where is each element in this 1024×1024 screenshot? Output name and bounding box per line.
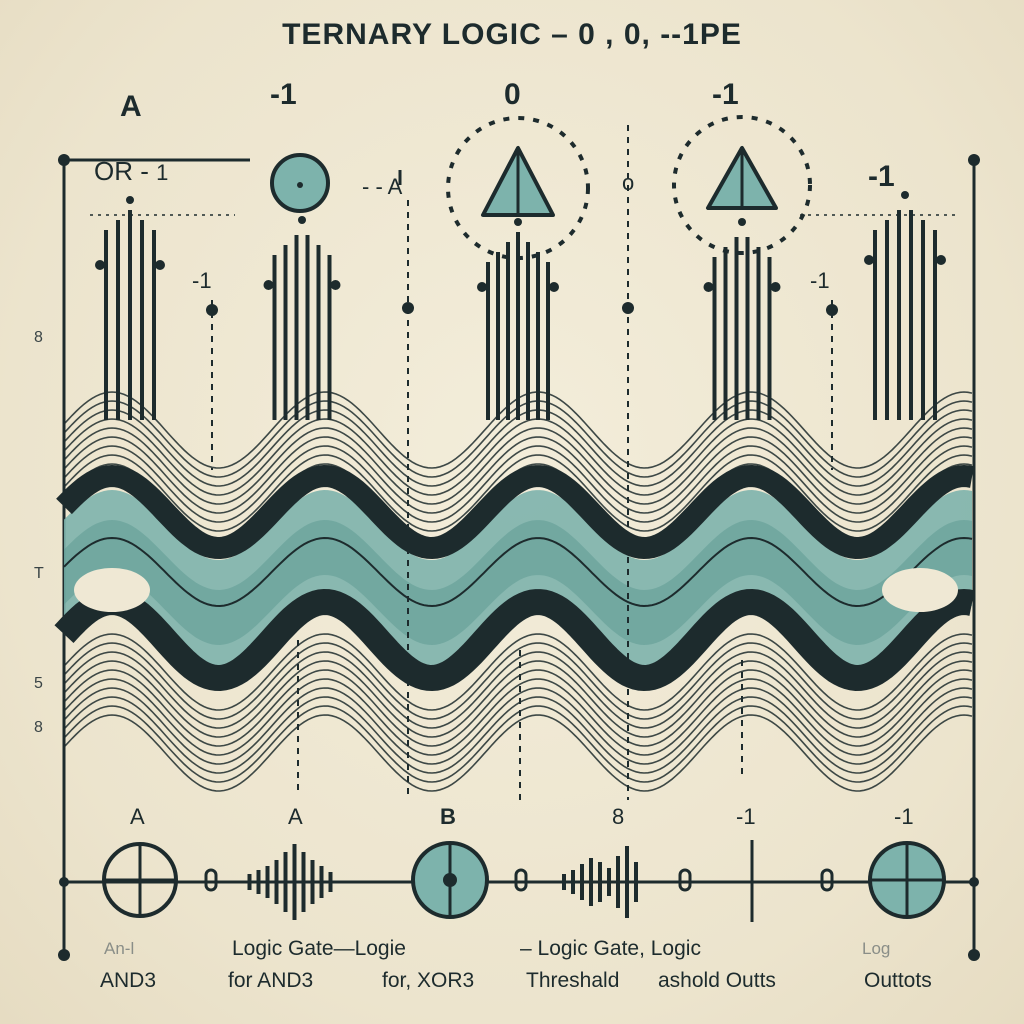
triangle-gate-icon-1 [446,116,590,260]
lower-wave-line [63,651,973,729]
comb-dot [770,282,781,292]
tick-markers [398,170,754,922]
comb-dot [514,218,522,226]
label-o-mid: o [622,170,635,195]
comb-dot [263,280,274,290]
lower-wave-line [63,696,973,774]
comb-dot [738,218,746,226]
probe-node [826,304,838,316]
zero-state-circle-icon [270,153,330,213]
upper-wave-line [63,418,973,496]
lower-wave-line [63,705,973,783]
lower-wave-line [63,642,973,720]
label-neg1-top-left: -1 [270,78,297,111]
label-zero-top: 0 [504,78,521,111]
bottom-label-3: B [440,804,456,829]
side-label-neg1-left: -1 [192,268,212,293]
side-label-left-bottom: 8 [34,719,43,736]
side-label-left-low: 5 [34,675,43,692]
footer-outtots: Outtots [864,969,932,992]
lower-wave-line [63,678,973,756]
signal-bundles [95,191,946,420]
triangle-gate-icon-2 [672,115,812,255]
comb-dot [549,282,559,292]
comb-dot [155,260,165,270]
signal-waveforms [54,391,975,792]
footer-gate-2: – Logic Gate, Logic [520,937,701,960]
footer-for-xor3: for, XOR3 [382,969,475,992]
footer-and3: AND3 [100,969,157,992]
side-label-neg1-right: -1 [810,268,830,293]
footer-for-and3: for AND3 [228,969,314,992]
comb-dot [901,191,909,199]
filled-gate-icon [411,841,489,919]
bottom-label-5: -1 [736,804,756,829]
bottom-label-2: A [288,804,303,829]
lower-wave-line [63,660,973,738]
probe-lines [206,125,838,800]
probe-node [622,302,634,314]
comb-dot [330,280,341,290]
footer-ghost-1: An-l [104,939,135,958]
label-a-top: A [120,90,142,123]
lower-wave-line [63,714,973,792]
side-label-left-mid: T [34,565,44,582]
dark-wave-upper [56,464,974,560]
eye-opening [74,568,150,612]
crosshair-gate-icon-1 [102,842,178,918]
lower-wave-line [63,687,973,765]
lower-wave-line [63,633,973,711]
dark-wave-lower [54,588,975,692]
bottom-label-1: A [130,804,145,829]
lower-wave-line [63,669,973,747]
bottom-label-4: 8 [612,804,625,829]
comb-dot [298,216,306,224]
label-neg1-top-right: -1 [712,78,739,111]
teal-band [64,490,972,675]
capacitor-markers [204,868,834,892]
label-dash-a: - - A [362,174,403,199]
side-label-left-top: 8 [34,329,43,346]
eye-opening [882,568,958,612]
upper-wave-line [63,436,973,514]
mid-wave-line [63,536,973,608]
probe-node [206,304,218,316]
probe-node [402,302,414,314]
teal-band-inner [64,520,972,645]
comb-dot [703,282,714,292]
comb-dot [864,255,874,265]
footer-gate-1: Logic Gate—Logie [232,937,406,960]
bottom-label-6: -1 [894,804,914,829]
comb-dot [95,260,105,270]
footer-ashold-outts: ashold Outts [658,969,776,992]
upper-wave-line [63,454,973,532]
rail-endpoints [58,154,980,961]
upper-wave-line [63,427,973,505]
upper-wave-line [63,445,973,523]
pulse-trains [247,844,638,920]
footer-ghost-2: Log [862,939,891,958]
diagram-title: TERNARY LOGIC – 0 , 0, --1PE [282,18,742,51]
footer-threshold: Threshald [526,969,620,992]
label-neg1-far-right: -1 [868,160,895,193]
comb-dot [936,255,946,265]
comb-dot [126,196,134,204]
comb-dot [477,282,487,292]
crosshair-gate-icon-2 [868,841,946,919]
label-or: OR - 1 [94,156,169,186]
